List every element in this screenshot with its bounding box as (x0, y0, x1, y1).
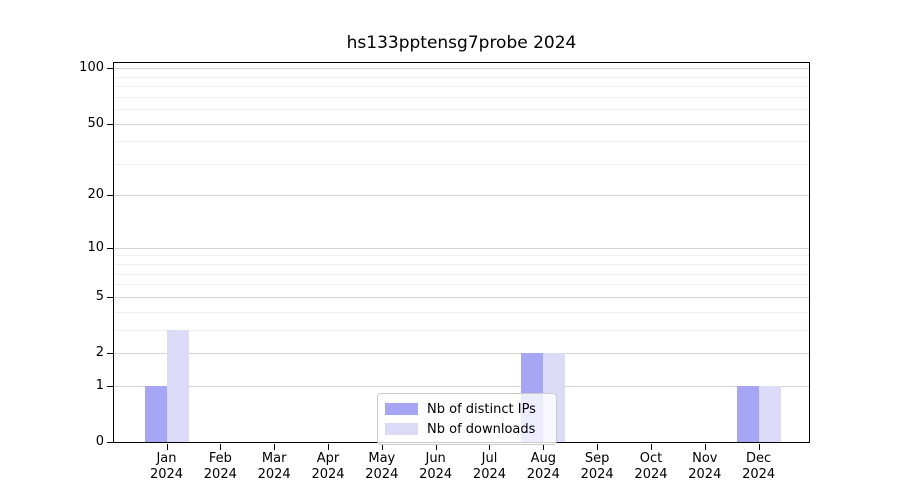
gridline-minor (114, 264, 809, 266)
gridline-minor (114, 329, 809, 331)
gridline-minor (114, 141, 809, 143)
x-tick-month: Jan (156, 451, 177, 466)
legend-row: Nb of downloads (385, 419, 548, 439)
chart-title: hs133pptensg7probe 2024 (346, 33, 577, 53)
x-tick-label: Feb 2024 (188, 451, 252, 483)
gridline-minor (114, 96, 809, 98)
x-tick-month: Nov (692, 451, 718, 466)
legend-row: Nb of distinct IPs (385, 399, 548, 419)
legend-swatch (385, 423, 418, 435)
gridline-major (114, 296, 809, 298)
gridline-major (114, 195, 809, 197)
x-tick-year: 2024 (688, 467, 722, 482)
x-tick-label: Oct 2024 (619, 451, 683, 483)
x-tick-month: Jun (425, 451, 446, 466)
y-tick-label: 0 (95, 434, 104, 449)
x-tick-year: 2024 (257, 467, 291, 482)
gridline-major (114, 68, 809, 70)
x-tick-year: 2024 (472, 467, 507, 482)
gridline-minor (114, 311, 809, 313)
x-tick-label: Nov 2024 (673, 451, 737, 483)
x-tick-mark (220, 444, 222, 450)
plot-area: 0 1 2 5 10 20 50 100 Jan 2024 Feb 2024 Mar 2024 Apr 202… (79, 60, 810, 482)
x-tick-year: 2024 (203, 467, 237, 482)
x-tick-month: Dec (746, 451, 772, 466)
y-tick-label: 50 (87, 115, 104, 131)
x-tick-year: 2024 (419, 467, 453, 482)
y-tick-mark (107, 442, 113, 443)
y-tick-mark (107, 124, 113, 125)
x-tick-month: Apr (316, 451, 340, 466)
gridline-major (114, 385, 809, 387)
x-tick-mark (543, 444, 545, 450)
x-tick-mark (381, 444, 383, 450)
x-tick-mark (489, 444, 491, 450)
legend-swatch (385, 403, 418, 415)
x-tick-year: 2024 (149, 467, 184, 482)
x-tick-year: 2024 (526, 467, 560, 482)
y-tick-mark (107, 386, 113, 387)
x-tick-label: Sep 2024 (565, 451, 629, 483)
gridline-major (114, 247, 809, 249)
x-tick-mark (166, 444, 168, 450)
x-tick-label: Jun 2024 (404, 451, 468, 483)
x-tick-mark (650, 444, 652, 450)
gridline-major (114, 123, 809, 125)
bar-downloads (758, 385, 781, 442)
x-tick-mark (435, 444, 437, 450)
x-tick-mark (758, 444, 760, 450)
bar-distinct-ips (144, 385, 167, 442)
bar-downloads (166, 329, 189, 442)
x-tick-year: 2024 (580, 467, 614, 482)
x-tick-month: May (368, 451, 396, 466)
x-tick-year: 2024 (634, 467, 668, 482)
legend: Nb of distinct IPs Nb of downloads (377, 393, 557, 445)
y-tick-mark (107, 353, 113, 354)
x-tick-mark (327, 444, 329, 450)
y-tick-label: 100 (79, 60, 104, 76)
x-tick-mark (274, 444, 276, 450)
x-tick-year: 2024 (742, 467, 776, 482)
x-tick-label: Aug 2024 (511, 451, 575, 483)
legend-label: Nb of distinct IPs (427, 401, 536, 417)
legend-label: Nb of downloads (427, 421, 536, 437)
x-tick-label: May 2024 (350, 451, 414, 483)
y-tick-label: 2 (95, 345, 104, 360)
x-tick-label: Dec 2024 (727, 451, 791, 483)
x-tick-month: Aug (530, 451, 556, 466)
gridline-minor (114, 284, 809, 286)
x-tick-label: Mar 2024 (242, 451, 306, 483)
y-tick-label: 5 (95, 288, 104, 304)
y-tick-label: 10 (87, 239, 104, 255)
gridline-minor (114, 255, 809, 257)
x-tick-label: Jul 2024 (457, 451, 521, 483)
y-tick-mark (107, 248, 113, 249)
x-tick-month: Mar (261, 451, 287, 466)
y-tick-mark (107, 297, 113, 298)
x-tick-year: 2024 (365, 467, 399, 482)
x-tick-label: Apr 2024 (296, 451, 360, 483)
x-tick-mark (704, 444, 706, 450)
y-tick-label: 1 (95, 377, 104, 393)
x-tick-month: Feb (208, 451, 232, 466)
gridline-major (114, 353, 809, 354)
gridline-minor (114, 76, 809, 78)
bar-distinct-ips (736, 385, 759, 442)
y-tick-label: 20 (87, 187, 104, 203)
y-tick-mark (107, 195, 113, 196)
x-tick-label: Jan 2024 (135, 451, 199, 483)
x-tick-month: Oct (639, 451, 663, 466)
gridline-minor (114, 86, 809, 88)
x-tick-month: Sep (584, 451, 610, 466)
x-tick-month: Jul (481, 451, 498, 466)
y-tick-mark (107, 68, 113, 69)
gridline-minor (114, 273, 809, 275)
x-tick-year: 2024 (311, 467, 345, 482)
gridline-minor (114, 109, 809, 111)
x-tick-mark (597, 444, 599, 450)
gridline-minor (114, 163, 809, 165)
